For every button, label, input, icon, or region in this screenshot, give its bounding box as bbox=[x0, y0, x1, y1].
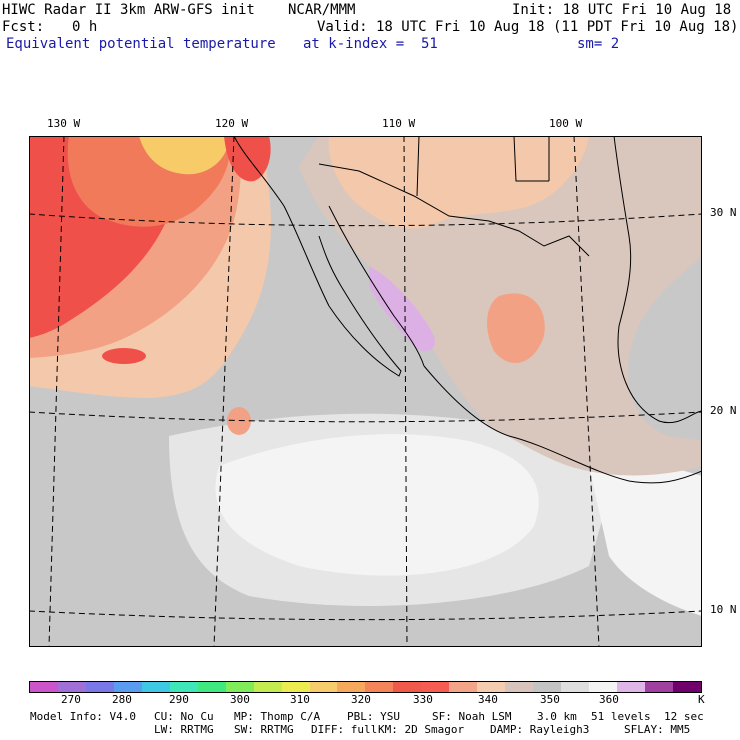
colorbar-label-320: 320 bbox=[351, 693, 371, 706]
color-scale bbox=[29, 681, 702, 693]
colorbar-label-350: 350 bbox=[540, 693, 560, 706]
colorbar-segment bbox=[393, 682, 422, 692]
map-border bbox=[29, 136, 702, 647]
colorbar-segment bbox=[337, 682, 366, 692]
lon-label-100w: 100 W bbox=[549, 117, 583, 130]
footer-diff: DIFF: full bbox=[311, 723, 378, 736]
lat-label-20n: 20 N bbox=[710, 404, 737, 417]
white-region-south bbox=[215, 434, 539, 576]
state-borders bbox=[416, 136, 550, 197]
colorbar-segment bbox=[253, 682, 282, 692]
colorbar-segment bbox=[141, 682, 170, 692]
footer-timestep: 12 sec bbox=[664, 710, 704, 723]
smoothing-indicator: sm= 2 bbox=[577, 36, 620, 52]
us-mexico-border bbox=[318, 163, 590, 257]
footer-km: KM: 2D Smagor bbox=[378, 723, 465, 736]
init-time: Init: 18 UTC Fri 10 Aug 18 bbox=[512, 2, 732, 18]
land-region-north bbox=[328, 136, 589, 229]
colorbar-label-310: 310 bbox=[290, 693, 310, 706]
footer-sflay: SFLAY: MM5 bbox=[624, 723, 691, 736]
colorbar-label-280: 280 bbox=[112, 693, 132, 706]
colorbar-segment bbox=[672, 682, 701, 692]
colorbar-segment bbox=[449, 682, 478, 692]
graticule bbox=[29, 136, 702, 647]
forecast-label: Fcst: bbox=[2, 19, 45, 35]
colorbar-label-360: 360 bbox=[599, 693, 619, 706]
lon-label-110w: 110 W bbox=[382, 117, 416, 130]
colorbar-label-340: 340 bbox=[478, 693, 498, 706]
lon-label-120w: 120 W bbox=[215, 117, 249, 130]
colorbar-label-330: 330 bbox=[413, 693, 433, 706]
colorbar-segment bbox=[169, 682, 198, 692]
colorbar-segment bbox=[477, 682, 506, 692]
footer-mp: MP: Thomp C/A bbox=[234, 710, 321, 723]
colorbar-segment bbox=[505, 682, 534, 692]
white-region-east bbox=[589, 461, 702, 616]
colorbar-segment bbox=[644, 682, 673, 692]
colorbar-segment bbox=[617, 682, 645, 692]
field-name: Equivalent potential temperature bbox=[6, 36, 276, 52]
level-indicator: at k-index = 51 bbox=[303, 36, 438, 52]
footer-levels: 51 levels bbox=[591, 710, 651, 723]
lat-label-10n: 10 N bbox=[710, 603, 737, 616]
colorbar-segment bbox=[30, 682, 58, 692]
colorbar-segment bbox=[197, 682, 226, 692]
lat-label-30n: 30 N bbox=[710, 206, 737, 219]
colorbar-segment bbox=[85, 682, 114, 692]
map-panel bbox=[29, 136, 702, 647]
valid-time: Valid: 18 UTC Fri 10 Aug 18 (11 PDT Fri … bbox=[317, 19, 739, 35]
lon-label-130w: 130 W bbox=[47, 117, 81, 130]
colorbar-segment bbox=[421, 682, 450, 692]
footer-sw: SW: RRTMG bbox=[234, 723, 294, 736]
colorbar-segment bbox=[365, 682, 394, 692]
colorbar-segment bbox=[589, 682, 618, 692]
forecast-hour: 0 h bbox=[72, 19, 98, 35]
colorbar-segment bbox=[309, 682, 338, 692]
organization-label: NCAR/MMM bbox=[288, 2, 356, 18]
footer-lw: LW: RRTMG bbox=[154, 723, 214, 736]
footer-sf: SF: Noah LSM bbox=[432, 710, 512, 723]
colorbar-segment bbox=[113, 682, 142, 692]
plot-title: HIWC Radar II 3km ARW-GFS init bbox=[2, 2, 255, 18]
warm-blob-west bbox=[102, 348, 146, 364]
colorbar-label-300: 300 bbox=[230, 693, 250, 706]
warmest-patch-coast bbox=[224, 136, 271, 182]
footer-resolution: 3.0 km bbox=[537, 710, 577, 723]
colorbar-segment bbox=[533, 682, 562, 692]
violet-patch-baja bbox=[369, 266, 435, 352]
colorbar-segment bbox=[561, 682, 590, 692]
colorbar-segment bbox=[281, 682, 310, 692]
coastline bbox=[233, 136, 702, 484]
footer-model-info: Model Info: V4.0 bbox=[30, 710, 136, 723]
footer-pbl: PBL: YSU bbox=[347, 710, 400, 723]
warm-patch-mexico bbox=[487, 293, 545, 363]
colorbar-unit: K bbox=[698, 693, 705, 706]
colorbar-label-290: 290 bbox=[169, 693, 189, 706]
colorbar-segment bbox=[225, 682, 254, 692]
yellow-patch-nw bbox=[139, 136, 229, 175]
footer-cu: CU: No Cu bbox=[154, 710, 214, 723]
footer-damp: DAMP: Rayleigh3 bbox=[490, 723, 590, 736]
colorbar-label-270: 270 bbox=[61, 693, 81, 706]
colorbar-segment bbox=[57, 682, 86, 692]
